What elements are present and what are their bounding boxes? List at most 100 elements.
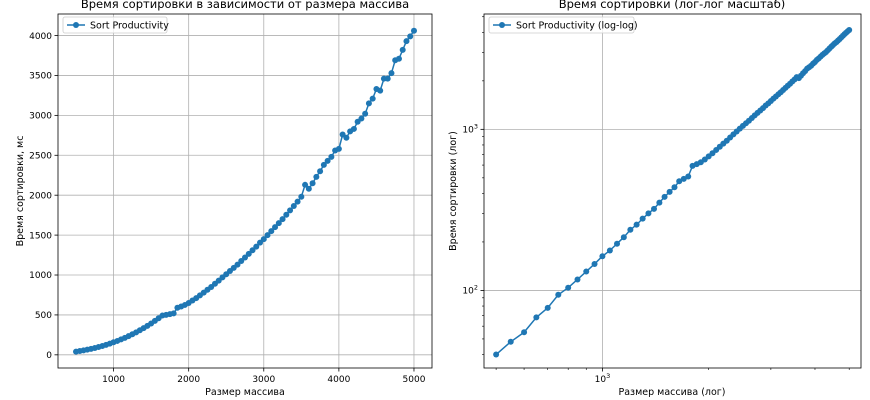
data-point — [574, 276, 581, 283]
data-point — [294, 198, 301, 205]
data-point — [249, 247, 256, 254]
data-point — [407, 33, 414, 40]
ticks-linear: 1000 2000 3000 4000 5000 0 500 1000 1500 2000 2500… — [29, 32, 426, 385]
x-axis-label-linear: Размер массива — [205, 387, 285, 398]
data-point — [846, 26, 853, 33]
legend-box-loglog — [488, 16, 635, 34]
data-point — [245, 250, 252, 257]
data-point — [507, 338, 514, 345]
data-point — [533, 314, 540, 321]
data-point — [170, 310, 177, 317]
data-point — [365, 100, 372, 107]
data-point — [627, 226, 634, 233]
plot-frame-linear — [57, 13, 433, 369]
x-tick-label: 3000 — [252, 375, 275, 385]
chart-title-loglog: Время сортировки (лог-лог масштаб) — [559, 0, 786, 11]
data-point — [384, 75, 391, 82]
y-tick-label: 103 — [462, 123, 478, 136]
grid-linear — [58, 14, 432, 368]
y-tick-label: 2500 — [29, 151, 52, 161]
y-tick-label: 4000 — [29, 32, 52, 42]
x-tick-label: 4000 — [327, 375, 350, 385]
legend-loglog: Sort Productivity (log-log) — [488, 16, 638, 34]
y-tick-label: 3500 — [29, 72, 52, 82]
y-tick-label: 3000 — [29, 112, 52, 122]
data-point — [639, 215, 646, 222]
y-tick-label: 0 — [46, 351, 52, 361]
data-point — [651, 205, 657, 212]
data-point — [317, 168, 324, 175]
data-point — [302, 181, 309, 188]
data-point — [606, 247, 613, 254]
data-point — [565, 284, 572, 291]
data-point — [680, 175, 687, 182]
data-point — [614, 240, 621, 247]
data-point — [257, 239, 264, 246]
data-point — [591, 260, 598, 267]
data-point — [369, 95, 376, 102]
legend-marker-icon — [499, 22, 505, 28]
data-point — [403, 38, 410, 45]
y-tick-label: 2000 — [29, 191, 52, 201]
data-point — [343, 134, 350, 141]
data-point — [313, 173, 320, 180]
legend-box-linear — [62, 16, 168, 34]
data-point — [599, 253, 606, 260]
legend-label-loglog: Sort Productivity (log-log) — [516, 21, 638, 32]
data-point — [656, 199, 663, 206]
data-point — [666, 188, 673, 195]
data-point — [544, 304, 551, 311]
data-point — [328, 153, 335, 160]
y-tick-label: 500 — [35, 311, 52, 321]
x-tick-label: 103 — [595, 372, 611, 385]
data-point — [620, 234, 627, 241]
data-point — [287, 207, 294, 214]
legend-linear: Sort Productivity — [62, 16, 169, 34]
data-point — [290, 202, 297, 209]
data-point — [253, 243, 260, 250]
data-point — [275, 220, 282, 227]
data-point — [283, 211, 290, 218]
x-tick-label: 1000 — [102, 375, 125, 385]
data-point — [521, 329, 528, 336]
data-point — [676, 178, 683, 185]
legend-marker-icon — [73, 22, 79, 28]
y-axis-label-loglog: Время сортировки (лог) — [448, 131, 459, 251]
data-point — [264, 232, 271, 239]
data-point — [335, 145, 342, 152]
data-point — [395, 55, 402, 62]
data-point — [234, 261, 241, 268]
chart-linear: 1000 2000 3000 4000 5000 0 500 1000 1500 2000 2500… — [15, 0, 433, 398]
data-point — [633, 221, 640, 228]
data-point — [324, 157, 331, 164]
plot-frame-loglog — [483, 13, 862, 369]
chart-title-linear: Время сортировки в зависимости от размер… — [81, 0, 409, 11]
data-point — [583, 268, 590, 275]
data-point — [268, 228, 275, 235]
x-axis-label-loglog: Размер массива (лог) — [618, 387, 725, 398]
data-point — [358, 115, 365, 122]
data-point — [555, 291, 562, 298]
data-point — [238, 258, 245, 265]
data-point — [242, 254, 248, 261]
data-point — [685, 173, 692, 180]
data-point — [493, 351, 500, 358]
data-point — [298, 193, 305, 200]
data-point — [272, 224, 279, 231]
data-point — [309, 180, 316, 187]
y-tick-label: 102 — [462, 284, 478, 297]
data-point — [645, 210, 652, 217]
series-points-sort-productivity-loglog — [493, 26, 853, 358]
chart-loglog: 103 102 103 Время сортировки (лог-лог масш… — [448, 0, 862, 398]
data-point — [671, 184, 678, 191]
data-point — [377, 87, 384, 94]
legend-label-linear: Sort Productivity — [90, 21, 169, 32]
y-tick-label: 1500 — [29, 231, 52, 241]
data-point — [279, 216, 286, 223]
y-tick-label: 1000 — [29, 271, 52, 281]
plot-area-loglog — [484, 14, 861, 368]
grid-loglog — [484, 14, 861, 368]
plot-area-linear — [58, 14, 432, 368]
series-points-sort-productivity — [73, 27, 417, 355]
